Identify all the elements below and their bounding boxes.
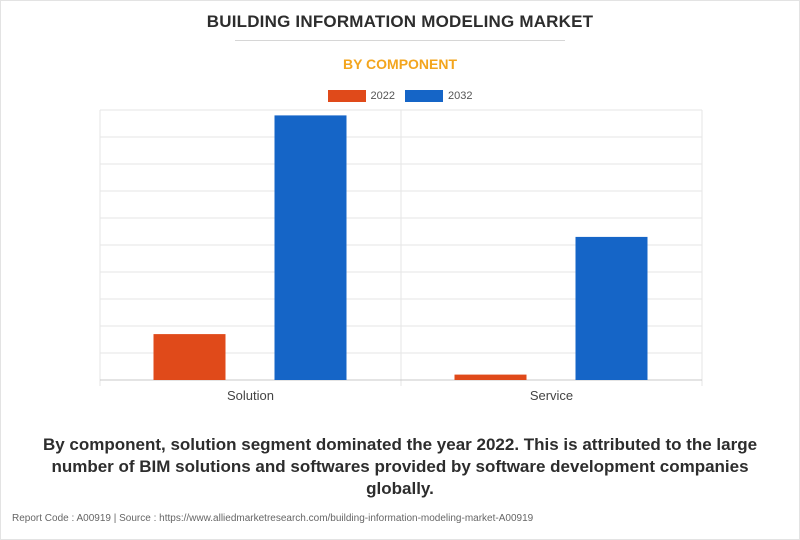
title-divider xyxy=(235,40,565,41)
legend-label-2032: 2032 xyxy=(448,90,473,102)
chart-legend: 2022 2032 xyxy=(0,88,800,104)
bar-chart: Solution Service xyxy=(99,109,703,403)
bar-2032-service xyxy=(575,236,648,380)
report-source-footer: Report Code : A00919 | Source : https://… xyxy=(12,513,534,524)
bar-2022-solution xyxy=(153,334,226,380)
legend-label-2022: 2022 xyxy=(370,90,395,102)
chart-title: BUILDING INFORMATION MODELING MARKET xyxy=(206,12,594,31)
bar-2032-solution xyxy=(274,115,347,381)
legend-item-2022[interactable]: 2022 xyxy=(327,90,395,102)
bar-2022-service xyxy=(454,374,527,380)
chart-caption: By component, solution segment dominated… xyxy=(42,435,758,498)
chart-subtitle: BY COMPONENT xyxy=(342,56,458,72)
legend-swatch-2032 xyxy=(405,90,443,102)
legend-swatch-2022 xyxy=(327,90,366,102)
x-tick-label: Service xyxy=(530,388,573,403)
x-tick-label: Solution xyxy=(227,388,274,403)
legend-item-2032[interactable]: 2032 xyxy=(405,90,472,102)
